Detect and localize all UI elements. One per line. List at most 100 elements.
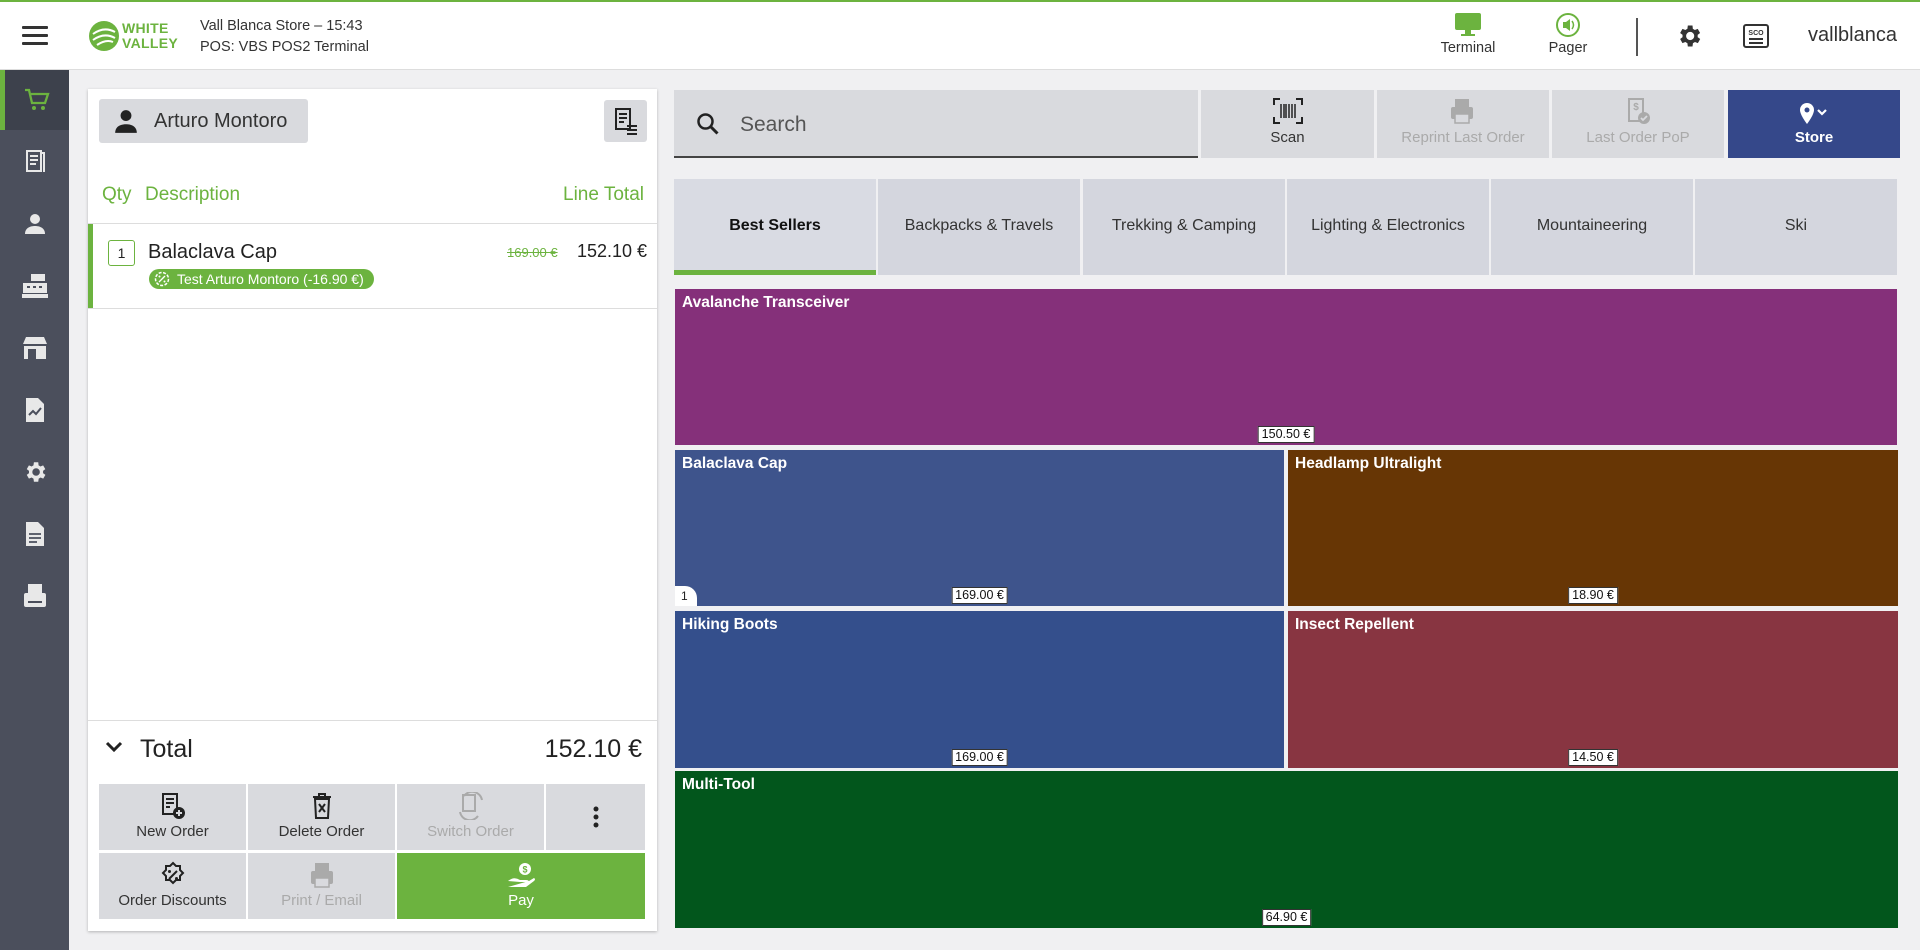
nav-documents[interactable] [0,504,69,564]
chevron-down-icon [105,741,123,753]
nav-cash-management[interactable] [0,256,69,316]
order-discounts-button[interactable]: Order Discounts [99,853,246,919]
logo-text: WHITE VALLEY [122,20,178,51]
nav-hardware[interactable] [0,566,69,626]
product-price: 64.90 € [1261,909,1312,926]
self-checkout-icon: SCO [1743,24,1769,48]
product-price: 14.50 € [1568,749,1618,766]
category-tab[interactable]: Trekking & Camping [1083,179,1285,275]
scan-button[interactable]: Scan [1201,90,1374,158]
line-product-name: Balaclava Cap [148,241,277,263]
printer-icon [23,584,46,607]
product-tile[interactable]: Insect Repellent 14.50 € [1288,611,1898,768]
reprint-last-order-button[interactable]: Reprint Last Order [1377,90,1549,158]
product-tile[interactable]: Multi-Tool 64.90 € [675,771,1898,928]
proof-of-payment-icon: $ [1628,98,1650,124]
username[interactable]: vallblanca [1808,24,1897,46]
menu-icon[interactable] [22,26,48,48]
terminal-label: Terminal [1440,40,1496,56]
reprint-label: Reprint Last Order [1401,129,1525,146]
customer-icon [24,214,45,234]
category-tab-label: Ski [1784,217,1808,234]
new-order-icon [161,793,185,819]
pager-button[interactable]: Pager [1523,10,1613,66]
product-name: Insect Repellent [1295,616,1414,633]
category-tab[interactable]: Ski [1695,179,1897,275]
category-tab-label: Trekking & Camping [1111,217,1257,234]
pay-hand-icon: $ [508,863,535,887]
order-line[interactable]: 1 Balaclava Cap 169.00 € 152.10 € Test A… [88,224,657,308]
trash-icon [312,793,331,819]
pager-icon [1556,13,1580,37]
category-tab[interactable]: Backpacks & Travels [878,179,1080,275]
cart-icon [25,88,50,110]
gear-icon [1680,25,1701,47]
monitor-icon [1455,13,1481,36]
nav-reports[interactable] [0,380,69,440]
more-actions-button[interactable] [546,784,645,850]
total-row[interactable]: Total 152.10 € [88,720,657,773]
qty-header: Qty [102,184,132,205]
search-input[interactable] [740,110,1160,140]
more-vertical-icon [593,806,598,828]
promotion-badge: Test Arturo Montoro (-16.90 €) [149,269,374,289]
customer-button[interactable]: Arturo Montoro [99,99,308,143]
receipt-properties-button[interactable] [604,100,647,142]
product-tile[interactable]: Hiking Boots 169.00 € [675,611,1284,768]
category-tab[interactable]: Lighting & Electronics [1287,179,1489,275]
last-order-pop-button[interactable]: $ Last Order PoP [1552,90,1724,158]
ticket-panel: Arturo Montoro Qty Description Line Tota… [88,89,657,931]
new-order-button[interactable]: New Order [99,784,246,850]
sco-button[interactable]: SCO [1742,22,1772,52]
top-bar: WHITE VALLEY Vall Blanca Store – 15:43 P… [0,0,1920,70]
logo-mark-icon [89,21,119,51]
line-qty: 1 [108,240,135,266]
product-tile[interactable]: Avalanche Transceiver 150.50 € [675,289,1897,445]
pay-label: Pay [508,892,534,909]
nav-settings[interactable] [0,442,69,502]
nav-cart[interactable] [0,70,69,130]
store-button[interactable]: Store [1728,90,1900,158]
svg-text:$: $ [1633,102,1639,113]
pay-button[interactable]: $ Pay [397,853,645,919]
delete-order-button[interactable]: Delete Order [248,784,395,850]
product-name: Avalanche Transceiver [682,294,850,311]
settings-icon [26,462,45,482]
line-total-header: Line Total [563,184,644,205]
scan-label: Scan [1270,129,1305,146]
terminal-button[interactable]: Terminal [1423,10,1513,66]
toolbar-divider [1636,18,1638,56]
svg-text:SCO: SCO [1748,30,1764,37]
store-info: Vall Blanca Store – 15:43 POS: VBS POS2 … [200,16,369,58]
product-price: 169.00 € [951,587,1008,604]
reprint-icon [1451,99,1473,124]
nav-customers[interactable] [0,194,69,254]
promotion-text: Test Arturo Montoro (-16.90 €) [177,271,364,287]
product-tile[interactable]: Headlamp Ultralight 18.90 € [1288,450,1898,606]
product-tile[interactable]: Balaclava Cap 169.00 € 1 [675,450,1284,606]
search-box[interactable] [674,90,1198,158]
switch-order-label: Switch Order [427,823,514,840]
product-cart-qty-badge: 1 [675,586,697,606]
report-icon [25,398,44,422]
line-price: 152.10 € [577,241,648,261]
discount-badge-icon [161,861,184,885]
switch-order-icon [458,792,483,820]
receipt-icon [25,150,45,172]
store-label: Store [1794,129,1834,146]
nav-orders[interactable] [0,132,69,192]
print-email-button[interactable]: Print / Email [248,853,395,919]
switch-order-button[interactable]: Switch Order [397,784,544,850]
white-valley-logo: WHITE VALLEY [88,18,183,54]
category-tab[interactable]: Best Sellers [674,179,876,275]
cash-register-icon [21,274,48,298]
nav-store[interactable] [0,318,69,378]
svg-text:$: $ [522,865,527,875]
category-tab-label: Lighting & Electronics [1311,217,1465,234]
line-divider [88,308,657,309]
location-pin-icon [1800,103,1827,124]
category-tab[interactable]: Mountaineering [1491,179,1693,275]
left-navigation [0,70,69,950]
settings-button[interactable] [1675,22,1705,52]
document-icon [25,522,44,546]
